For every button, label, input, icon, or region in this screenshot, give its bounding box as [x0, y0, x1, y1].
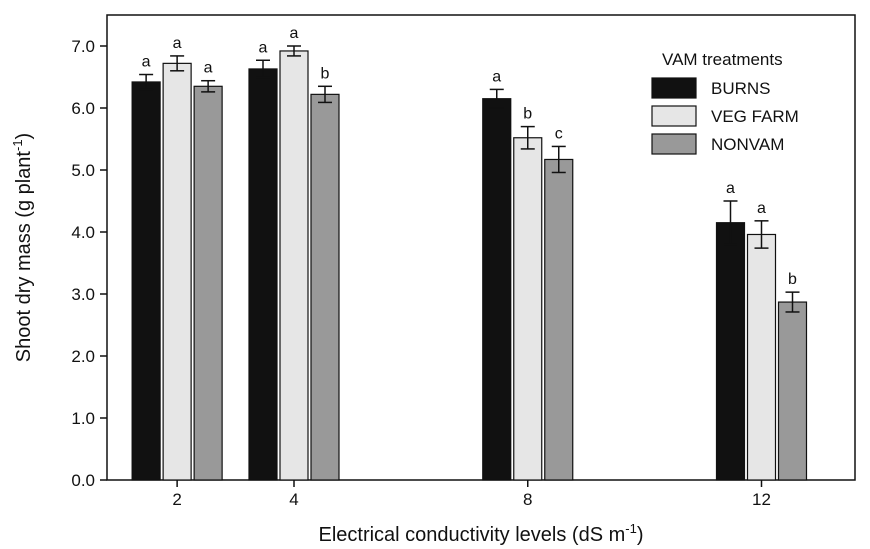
legend-entry: BURNS	[711, 79, 771, 98]
significance-letter: a	[173, 35, 182, 52]
significance-letter: b	[321, 65, 330, 82]
y-tick-label: 0.0	[71, 471, 95, 490]
x-axis-title-end: )	[637, 524, 644, 546]
x-tick-label: 2	[172, 490, 181, 509]
x-tick-label: 8	[523, 490, 532, 509]
legend-swatch	[651, 105, 697, 127]
y-tick-label: 3.0	[71, 285, 95, 304]
y-axis-title: Shoot dry mass (g plant-1)	[10, 133, 35, 362]
plot-frame	[106, 14, 856, 481]
significance-letter: b	[523, 106, 532, 123]
legend-swatch	[651, 77, 697, 99]
y-tick-label: 1.0	[71, 409, 95, 428]
bar	[482, 98, 512, 481]
error-bar	[520, 125, 535, 150]
plot-area	[106, 14, 856, 481]
significance-letter: a	[142, 54, 151, 71]
bar	[248, 68, 278, 481]
y-tick-label: 5.0	[71, 161, 95, 180]
y-tick-label: 7.0	[71, 37, 95, 56]
bar	[162, 62, 192, 481]
error-bar	[723, 200, 738, 246]
legend: VAM treatments BURNS VEG FARM NONVAM	[651, 50, 799, 155]
bars	[131, 50, 808, 481]
bar	[193, 85, 223, 481]
x-axis-title: Electrical conductivity levels (dS m-1)	[318, 521, 643, 546]
bar	[279, 50, 309, 481]
x-tick-label: 4	[289, 490, 298, 509]
legend-entry: NONVAM	[711, 135, 784, 154]
significance-letter: a	[259, 39, 268, 56]
y-axis-title-text: Shoot dry mass (g plant	[13, 151, 35, 363]
significance-letter: a	[204, 60, 213, 77]
significance-letters: a a a a a a b a a b c b	[142, 25, 797, 288]
significance-letter: a	[290, 25, 299, 42]
y-tick-label: 4.0	[71, 223, 95, 242]
error-bar	[318, 85, 332, 104]
error-bar	[785, 291, 800, 313]
legend-title: VAM treatments	[662, 50, 783, 69]
x-axis: 2 4 8 12	[172, 480, 771, 509]
error-bar	[754, 220, 769, 249]
error-bar	[489, 88, 504, 109]
significance-letter: a	[726, 180, 735, 197]
bar	[544, 158, 574, 481]
bar	[746, 233, 777, 481]
bar	[715, 222, 746, 481]
legend-entry: VEG FARM	[711, 107, 799, 126]
x-axis-title-text: Electrical conductivity levels (dS m	[318, 524, 625, 546]
y-axis-title-superscript: -1	[10, 139, 25, 151]
y-tick-label: 2.0	[71, 347, 95, 366]
significance-letter: c	[555, 125, 563, 142]
legend-swatch	[651, 133, 697, 155]
y-axis-title-end: )	[13, 133, 35, 140]
error-bar	[139, 73, 154, 91]
significance-letter: a	[757, 200, 766, 217]
significance-letter: a	[492, 68, 501, 85]
error-bar	[551, 145, 566, 174]
error-bar	[287, 45, 301, 57]
significance-letter: b	[788, 271, 797, 288]
x-tick-label: 12	[752, 490, 771, 509]
error-bar	[170, 55, 185, 72]
y-axis: 0.0 1.0 2.0 3.0 4.0 5.0 6.0 7.0	[71, 37, 107, 490]
bar	[310, 93, 340, 481]
bar	[513, 137, 543, 481]
error-bar	[201, 79, 216, 93]
error-bar	[256, 59, 270, 79]
y-tick-label: 6.0	[71, 99, 95, 118]
x-axis-title-superscript: -1	[625, 521, 637, 536]
bar	[777, 301, 808, 481]
error-bars	[139, 45, 800, 313]
bar	[131, 81, 161, 481]
